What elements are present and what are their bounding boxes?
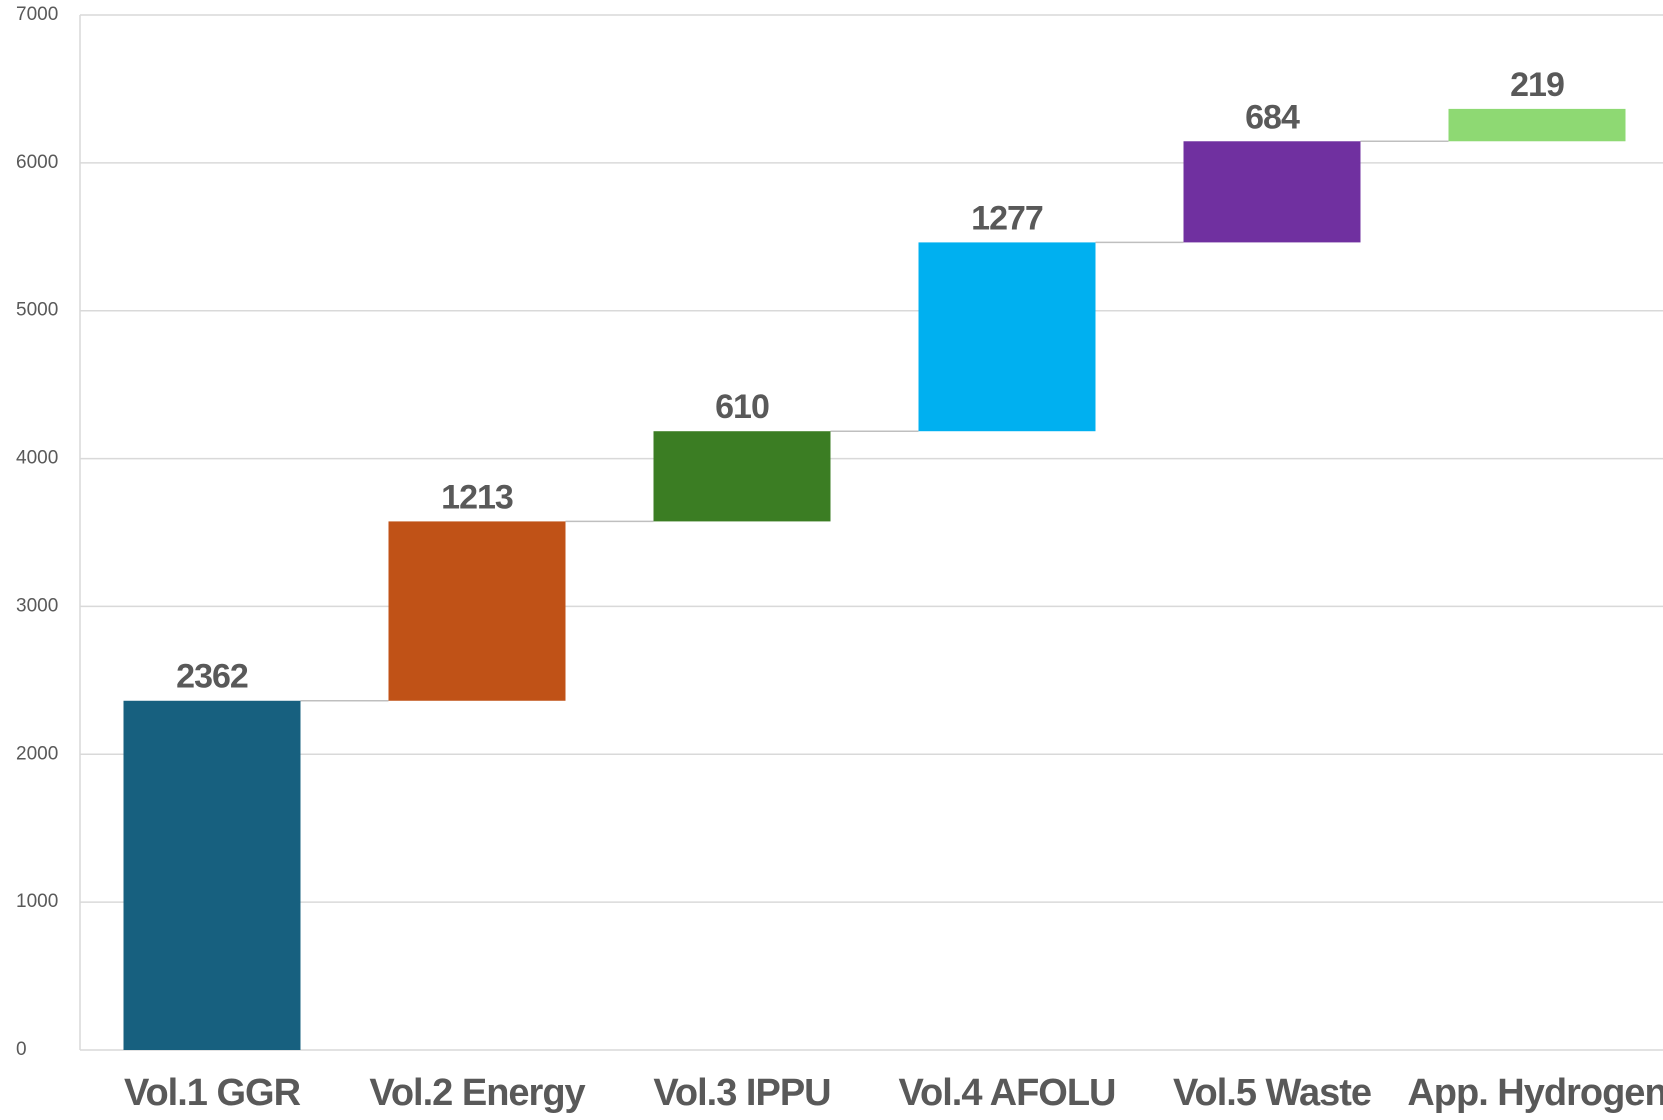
y-tick-label: 2000 [16,743,58,764]
data-label: 219 [1510,66,1564,104]
bar [123,700,301,1050]
x-tick-label: Vol.3 IPPU [653,1072,830,1114]
data-label: 1213 [441,478,513,516]
x-tick-label: Vol.2 Energy [369,1072,585,1114]
bar [1448,108,1626,142]
x-tick-label: Vol.4 AFOLU [899,1072,1116,1114]
y-tick-label: 6000 [16,152,58,173]
y-tick-label: 4000 [16,448,58,469]
data-label: 684 [1245,98,1300,136]
bar [388,521,566,701]
y-tick-label: 1000 [16,891,58,912]
x-tick-label: Vol.1 GGR [124,1072,301,1114]
data-label: 610 [715,388,769,426]
bar [918,242,1096,432]
data-label: 1277 [971,199,1043,237]
bar [653,431,831,522]
y-tick-label: 0 [16,1039,27,1060]
y-tick-label: 5000 [16,300,58,321]
y-tick-label: 3000 [16,595,58,616]
x-tick-label: App. Hydrogen [1407,1072,1663,1114]
bar [1183,141,1361,243]
x-tick-label: Vol.5 Waste [1173,1072,1371,1114]
y-tick-label: 7000 [16,4,58,25]
data-label: 2362 [176,658,248,696]
